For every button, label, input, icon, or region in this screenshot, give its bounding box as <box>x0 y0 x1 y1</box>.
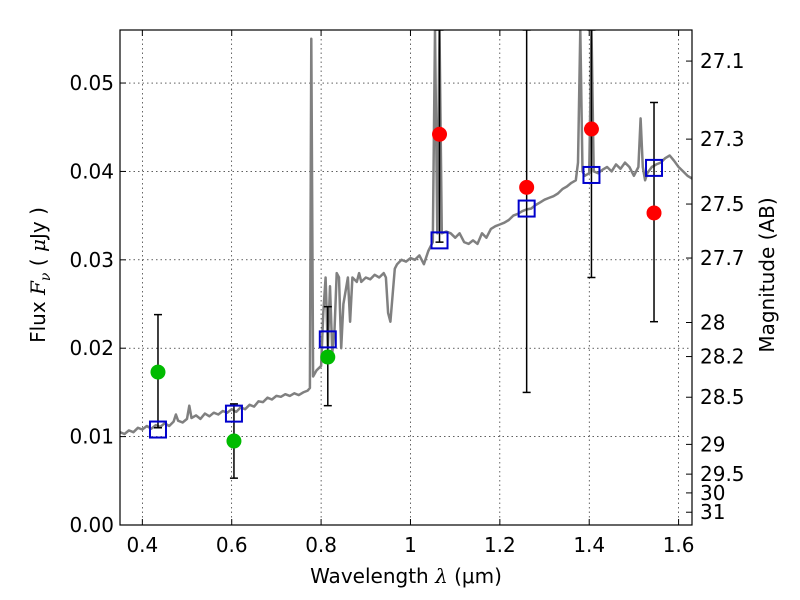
magnitude-tick-label: 28 <box>700 310 725 334</box>
observed-point <box>432 126 448 142</box>
observed-point <box>150 364 166 380</box>
x-tick-label: 0.8 <box>305 533 337 557</box>
model-photometry-point <box>582 165 601 184</box>
y-tick-label: 0.02 <box>69 336 114 360</box>
plot-frame <box>119 29 693 526</box>
y-tick-label: 0.03 <box>69 248 114 272</box>
spectrum-line <box>120 30 692 436</box>
magnitude-tick-label: 27.5 <box>700 192 745 216</box>
magnitude-tick-label: 27.7 <box>700 246 745 270</box>
x-tick-label: 1.6 <box>663 533 695 557</box>
magnitude-tick-label: 29.5 <box>700 462 745 486</box>
axes: 0.4 0.6 0.8 1 1.2 1.4 1.6 0.00 0.01 0.02 0.03 0.04 0… <box>69 30 745 557</box>
observed-point <box>320 349 336 365</box>
magnitude-tick-label: 27.1 <box>700 49 745 73</box>
magnitude-tick-label: 28.2 <box>700 345 745 369</box>
x-tick-label: 1 <box>404 533 417 557</box>
model-photometry-point <box>148 420 167 439</box>
x-axis-label: Wavelength λ (μm) <box>310 564 502 588</box>
magnitude-axis-label: Magnitude (AB) <box>755 197 779 352</box>
observed-point <box>226 433 242 449</box>
observed-point <box>646 205 662 221</box>
y-axis-label: Flux Fν ( μJy ) <box>26 207 54 343</box>
y-tick-label: 0.04 <box>69 159 114 183</box>
model-photometry-point <box>318 330 337 349</box>
observed-point <box>583 121 599 137</box>
grid <box>120 30 692 526</box>
y-tick-label: 0.00 <box>69 513 114 537</box>
observed-point <box>519 179 535 195</box>
magnitude-tick-label: 27.3 <box>700 127 745 151</box>
magnitude-tick-label: 31 <box>700 500 725 524</box>
x-tick-label: 1.4 <box>573 533 605 557</box>
model-photometry-point <box>430 231 449 250</box>
y-tick-label: 0.01 <box>69 425 114 449</box>
x-tick-label: 1.2 <box>484 533 516 557</box>
magnitude-tick-label: 29 <box>700 432 725 456</box>
model-photometry-point <box>645 158 664 177</box>
x-tick-label: 0.6 <box>216 533 248 557</box>
plot-area <box>120 30 692 479</box>
model-photometry-point <box>517 199 536 218</box>
model-photometry-point <box>224 404 243 423</box>
y-tick-label: 0.05 <box>69 71 114 95</box>
x-tick-label: 0.4 <box>126 533 158 557</box>
magnitude-tick-label: 30 <box>700 481 725 505</box>
magnitude-tick-label: 28.5 <box>700 385 745 409</box>
